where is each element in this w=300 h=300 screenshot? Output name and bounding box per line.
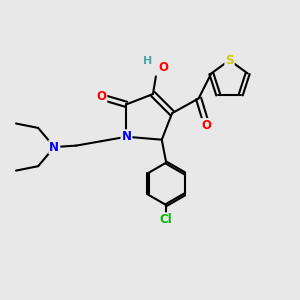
Text: O: O [158,61,168,74]
Text: S: S [225,54,234,67]
Text: H: H [143,56,153,66]
Text: Cl: Cl [160,213,172,226]
Text: O: O [201,119,211,132]
Text: N: N [122,130,131,143]
Text: N: N [49,141,59,154]
Text: O: O [96,91,106,103]
